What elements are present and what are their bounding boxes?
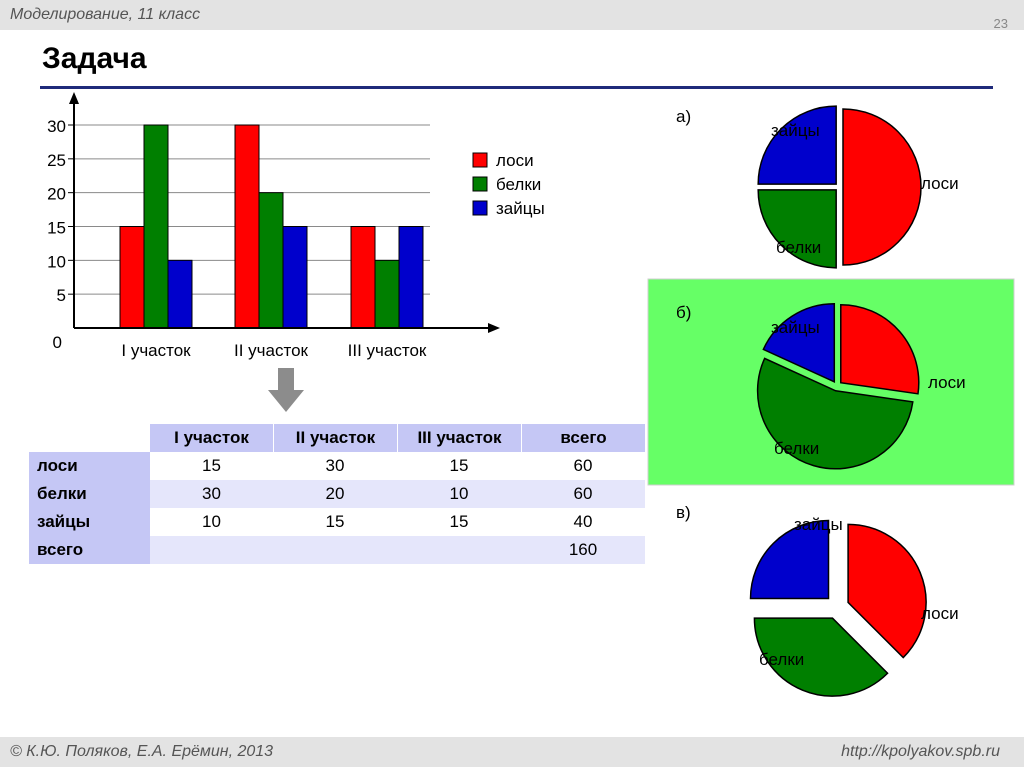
pie-slice-label: зайцы xyxy=(794,515,843,534)
table-cell: 10 xyxy=(150,508,273,536)
pie-slice xyxy=(757,189,837,269)
legend-swatch xyxy=(472,152,488,168)
table-cell: 60 xyxy=(521,452,645,480)
x-tick-label: II участок xyxy=(234,341,309,360)
slide-footer-bar: © К.Ю. Поляков, Е.А. Ерёмин, 2013 http:/… xyxy=(0,737,1024,767)
table-row: лоси 15 30 15 60 xyxy=(29,452,645,480)
course-title: Моделирование, 11 класс xyxy=(10,6,201,23)
pie-slice-label: белки xyxy=(759,650,804,669)
y-tick-label: 5 xyxy=(57,286,66,305)
site-url: http://kpolyakov.spb.ru xyxy=(841,743,1000,760)
pie-slice xyxy=(753,617,889,697)
y-axis-arrow-icon xyxy=(69,92,79,104)
table-cell: 30 xyxy=(150,480,273,508)
table-header-row: I участок II участок III участок всего xyxy=(29,424,645,452)
table-cell xyxy=(150,536,273,564)
bar xyxy=(119,226,145,329)
table-cell: 15 xyxy=(150,452,273,480)
legend-swatch xyxy=(472,200,488,216)
pie-charts: а) лоси белки зайцы б) лоси белки зайцы в) лоси бе… xyxy=(647,105,1015,697)
y-tick-label: 15 xyxy=(47,219,66,238)
title-underline xyxy=(40,86,993,89)
table-row: белки 30 20 10 60 xyxy=(29,480,645,508)
column-header: всего xyxy=(521,424,645,452)
y-tick-label: 20 xyxy=(47,185,66,204)
table-row: зайцы 10 15 15 40 xyxy=(29,508,645,536)
pie-slice-label: лоси xyxy=(921,174,959,193)
x-axis-arrow-icon xyxy=(488,323,500,333)
row-header: всего xyxy=(29,536,150,564)
pie-slice xyxy=(842,108,922,266)
table-cell: 10 xyxy=(397,480,521,508)
pie-slice xyxy=(847,523,927,659)
column-header: II участок xyxy=(273,424,397,452)
column-header: III участок xyxy=(397,424,521,452)
pie-slice-label: зайцы xyxy=(771,121,820,140)
copyright-text: © К.Ю. Поляков, Е.А. Ерёмин, 2013 xyxy=(10,743,274,760)
table-corner xyxy=(29,424,150,452)
pie-slice xyxy=(757,105,837,185)
page-number: 23 xyxy=(993,16,1008,31)
pie-slice xyxy=(749,519,830,600)
pie-slice-label: лоси xyxy=(928,373,966,392)
legend-swatch xyxy=(472,176,488,192)
pie-slice xyxy=(840,303,920,395)
pie-slice-label: зайцы xyxy=(771,318,820,337)
bar xyxy=(167,259,193,329)
data-table: I участок II участок III участок всего л… xyxy=(29,424,645,564)
bar-chart: 0 5 10 15 20 25 30 I участок II участок III участ… xyxy=(47,92,545,360)
y-tick-label: 0 xyxy=(53,333,62,352)
pie-slice-label: лоси xyxy=(921,604,959,623)
table-cell: 60 xyxy=(521,480,645,508)
bar xyxy=(398,226,424,329)
y-tick-label: 10 xyxy=(47,252,66,271)
pie-caption: в) xyxy=(676,503,691,522)
legend-label: зайцы xyxy=(496,199,545,218)
table-cell: 15 xyxy=(397,452,521,480)
table-cell: 160 xyxy=(521,536,645,564)
table-cell: 40 xyxy=(521,508,645,536)
bar xyxy=(282,226,308,329)
down-arrow-icon xyxy=(268,368,304,412)
column-header: I участок xyxy=(150,424,273,452)
bar xyxy=(234,124,260,329)
table-cell xyxy=(397,536,521,564)
slide-title: Задача xyxy=(42,42,147,75)
pie-caption: б) xyxy=(676,303,691,322)
x-tick-label: III участок xyxy=(348,341,427,360)
table-cell: 20 xyxy=(273,480,397,508)
pie-slice xyxy=(762,303,836,383)
slide-header-bar: Моделирование, 11 класс 23 xyxy=(0,0,1024,31)
x-tick-label: I участок xyxy=(121,341,191,360)
bar xyxy=(258,192,284,329)
pie-slice-label: белки xyxy=(774,439,819,458)
table-cell: 30 xyxy=(273,452,397,480)
y-tick-label: 25 xyxy=(47,151,66,170)
bar xyxy=(350,226,376,329)
table-cell xyxy=(273,536,397,564)
y-tick-label: 30 xyxy=(47,117,66,136)
bar xyxy=(374,259,400,329)
row-header: лоси xyxy=(29,452,150,480)
pie-slice-label: белки xyxy=(776,238,821,257)
bar xyxy=(143,124,169,329)
table-cell: 15 xyxy=(397,508,521,536)
legend-label: белки xyxy=(496,175,541,194)
table-cell: 15 xyxy=(273,508,397,536)
legend-label: лоси xyxy=(496,151,534,170)
table-row: всего 160 xyxy=(29,536,645,564)
pie-slice xyxy=(756,357,914,470)
row-header: белки xyxy=(29,480,150,508)
row-header: зайцы xyxy=(29,508,150,536)
pie-caption: а) xyxy=(676,107,691,126)
